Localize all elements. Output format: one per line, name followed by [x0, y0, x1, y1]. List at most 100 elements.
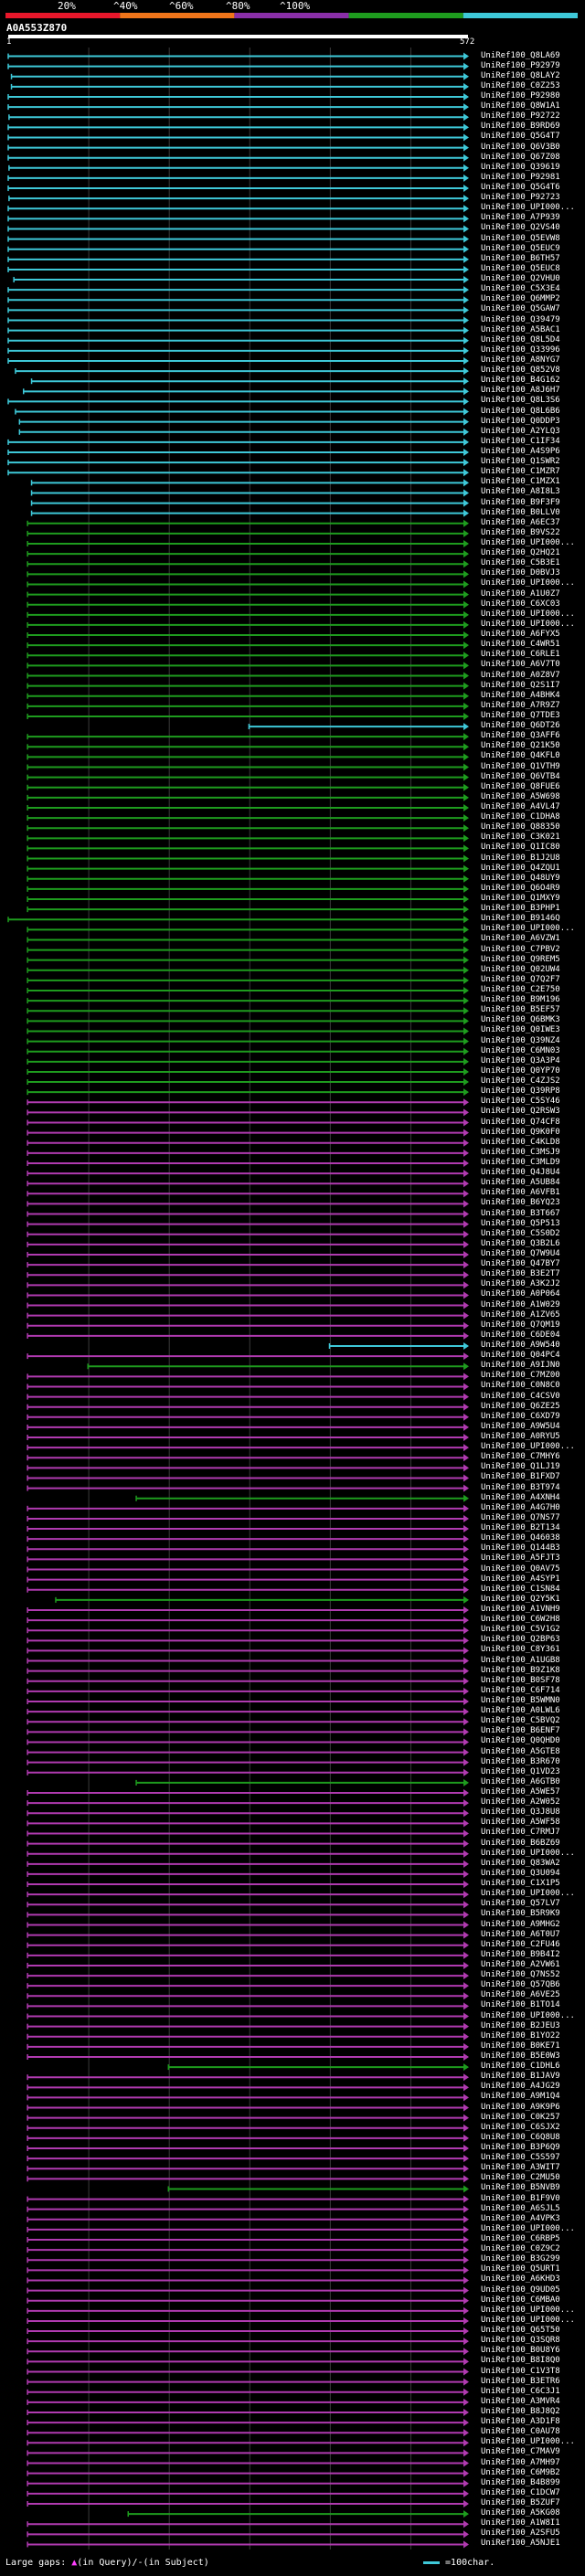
hit-label[interactable]: UniRef100_A4JG29 [481, 2082, 560, 2092]
hit-label[interactable]: UniRef100_A3D1F8 [481, 2417, 560, 2427]
hit-label[interactable]: UniRef100_A4BHK4 [481, 690, 560, 700]
hit-label[interactable]: UniRef100_A6T0U7 [481, 1929, 560, 1939]
hit-label[interactable]: UniRef100_Q3SQR8 [481, 2336, 560, 2346]
hit-label[interactable]: UniRef100_Q7Q2F7 [481, 974, 560, 984]
hit-label[interactable]: UniRef100_B9M196 [481, 995, 560, 1005]
hit-label[interactable]: UniRef100_Q9K0F0 [481, 1127, 560, 1137]
hit-label[interactable]: UniRef100_A7R9Z7 [481, 700, 560, 710]
hit-label[interactable]: UniRef100_C7MZ00 [481, 1371, 560, 1381]
hit-label[interactable]: UniRef100_A5NJE1 [481, 2539, 560, 2549]
hit-label[interactable]: UniRef100_A1ZV65 [481, 1309, 560, 1320]
hit-label[interactable]: UniRef100_A5FJT3 [481, 1553, 560, 1564]
hit-label[interactable]: UniRef100_A9W5U4 [481, 1421, 560, 1431]
hit-label[interactable]: UniRef100_B6BZ69 [481, 1838, 560, 1848]
hit-label[interactable]: UniRef100_C6MN03 [481, 1045, 560, 1055]
hit-label[interactable]: UniRef100_C3K021 [481, 832, 560, 843]
hit-label[interactable]: UniRef100_B9F3F9 [481, 497, 560, 507]
hit-label[interactable]: UniRef100_C4WR51 [481, 640, 560, 650]
hit-label[interactable]: UniRef100_B5E0W3 [481, 2051, 560, 2061]
hit-label[interactable]: UniRef100_B1J2U8 [481, 853, 560, 863]
hit-label[interactable]: UniRef100_P92981 [481, 172, 560, 182]
hit-label[interactable]: UniRef100_A5BAC1 [481, 324, 560, 334]
hit-label[interactable]: UniRef100_Q3AFF6 [481, 731, 560, 741]
hit-label[interactable]: UniRef100_C6C3J1 [481, 2386, 560, 2396]
hit-label[interactable]: UniRef100_A5WF58 [481, 1818, 560, 1828]
hit-label[interactable]: UniRef100_UPI000... [481, 578, 575, 588]
hit-label[interactable]: UniRef100_B3PHP1 [481, 904, 560, 914]
hit-label[interactable]: UniRef100_Q1SWR2 [481, 457, 560, 467]
hit-label[interactable]: UniRef100_B2JEU3 [481, 2020, 560, 2030]
hit-label[interactable]: UniRef100_Q6V3B0 [481, 142, 560, 152]
hit-label[interactable]: UniRef100_Q1VTH9 [481, 761, 560, 771]
hit-label[interactable]: UniRef100_Q3J8U8 [481, 1807, 560, 1818]
hit-label[interactable]: UniRef100_C0Z253 [481, 80, 560, 90]
hit-label[interactable]: UniRef100_Q39RP8 [481, 1087, 560, 1097]
hit-label[interactable]: UniRef100_C6RBP5 [481, 2234, 560, 2244]
hit-label[interactable]: UniRef100_C6RLE1 [481, 650, 560, 660]
hit-label[interactable]: UniRef100_A0LWL6 [481, 1706, 560, 1716]
hit-label[interactable]: UniRef100_C1DHA8 [481, 812, 560, 822]
hit-label[interactable]: UniRef100_UPI000... [481, 203, 575, 213]
hit-label[interactable]: UniRef100_Q74CF8 [481, 1117, 560, 1127]
hit-label[interactable]: UniRef100_A4S9P6 [481, 446, 560, 456]
hit-label[interactable]: UniRef100_C2FU46 [481, 1939, 560, 1949]
hit-label[interactable]: UniRef100_A6VE25 [481, 1990, 560, 2000]
hit-label[interactable]: UniRef100_C6W2H8 [481, 1615, 560, 1625]
hit-label[interactable]: UniRef100_A9IJN0 [481, 1361, 560, 1371]
hit-label[interactable]: UniRef100_C5S597 [481, 2153, 560, 2163]
hit-label[interactable]: UniRef100_P92723 [481, 193, 560, 203]
hit-label[interactable]: UniRef100_C4CSV0 [481, 1391, 560, 1401]
hit-label[interactable]: UniRef100_C6DE04 [481, 1330, 560, 1340]
hit-label[interactable]: UniRef100_C1MZR7 [481, 467, 560, 477]
hit-label[interactable]: UniRef100_A8NYG7 [481, 355, 560, 365]
hit-label[interactable]: UniRef100_B1TO14 [481, 2000, 560, 2010]
hit-label[interactable]: UniRef100_Q88350 [481, 822, 560, 832]
hit-label[interactable]: UniRef100_B4B899 [481, 2477, 560, 2487]
hit-label[interactable]: UniRef100_P92980 [481, 91, 560, 101]
hit-label[interactable]: UniRef100_B5WMN0 [481, 1695, 560, 1705]
hit-label[interactable]: UniRef100_Q7W9U4 [481, 1248, 560, 1258]
hit-label[interactable]: UniRef100_B1FXD7 [481, 1472, 560, 1482]
hit-label[interactable]: UniRef100_UPI000... [481, 2437, 575, 2447]
hit-label[interactable]: UniRef100_B6YQ23 [481, 1198, 560, 1208]
hit-label[interactable]: UniRef100_B8I8Q0 [481, 2356, 560, 2366]
hit-label[interactable]: UniRef100_C1DCW7 [481, 2487, 560, 2497]
hit-label[interactable]: UniRef100_C1X1P5 [481, 1879, 560, 1889]
hit-label[interactable]: UniRef100_Q6VTB4 [481, 771, 560, 781]
hit-label[interactable]: UniRef100_B9146Q [481, 914, 560, 924]
hit-label[interactable]: UniRef100_C5BVQ2 [481, 1716, 560, 1726]
hit-label[interactable]: UniRef100_B5ZUF7 [481, 2497, 560, 2507]
hit-label[interactable]: UniRef100_Q0QHD0 [481, 1736, 560, 1746]
hit-label[interactable]: UniRef100_B5NVB9 [481, 2183, 560, 2193]
hit-label[interactable]: UniRef100_A6VZW1 [481, 934, 560, 944]
hit-label[interactable]: UniRef100_B5EF57 [481, 1005, 560, 1015]
hit-label[interactable]: UniRef100_B1YO22 [481, 2030, 560, 2041]
hit-label[interactable]: UniRef100_Q8FUE6 [481, 781, 560, 791]
hit-label[interactable]: UniRef100_Q5EUC9 [481, 243, 560, 253]
hit-label[interactable]: UniRef100_C1V3T8 [481, 2366, 560, 2376]
hit-label[interactable]: UniRef100_Q6BMK3 [481, 1015, 560, 1025]
hit-label[interactable]: UniRef100_B5R9K9 [481, 1909, 560, 1919]
hit-label[interactable]: UniRef100_B9Z1K8 [481, 1665, 560, 1675]
hit-label[interactable]: UniRef100_C0K257 [481, 2112, 560, 2122]
hit-label[interactable]: UniRef100_A1W029 [481, 1299, 560, 1309]
hit-label[interactable]: UniRef100_A9M1Q4 [481, 2092, 560, 2102]
hit-label[interactable]: UniRef100_Q39619 [481, 162, 560, 172]
hit-label[interactable]: UniRef100_B3E2T7 [481, 1269, 560, 1279]
hit-label[interactable]: UniRef100_C8Y361 [481, 1645, 560, 1655]
hit-label[interactable]: UniRef100_Q47BY7 [481, 1259, 560, 1269]
hit-label[interactable]: UniRef100_C6F714 [481, 1685, 560, 1695]
hit-label[interactable]: UniRef100_B0SF78 [481, 1675, 560, 1685]
hit-label[interactable]: UniRef100_B9VS22 [481, 527, 560, 537]
hit-label[interactable]: UniRef100_Q6MMP2 [481, 294, 560, 304]
hit-label[interactable]: UniRef100_A1W8I1 [481, 2518, 560, 2528]
hit-label[interactable]: UniRef100_C1SN84 [481, 1584, 560, 1594]
hit-label[interactable]: UniRef100_A4SYP1 [481, 1574, 560, 1584]
hit-label[interactable]: UniRef100_Q5URT1 [481, 2264, 560, 2274]
hit-label[interactable]: UniRef100_C7PBV2 [481, 944, 560, 954]
hit-label[interactable]: UniRef100_Q8L3S6 [481, 396, 560, 406]
hit-label[interactable]: UniRef100_C6MBA0 [481, 2295, 560, 2305]
hit-label[interactable]: UniRef100_A9K9P6 [481, 2102, 560, 2112]
hit-label[interactable]: UniRef100_C6SJX2 [481, 2122, 560, 2132]
hit-label[interactable]: UniRef100_Q8L5D4 [481, 334, 560, 345]
